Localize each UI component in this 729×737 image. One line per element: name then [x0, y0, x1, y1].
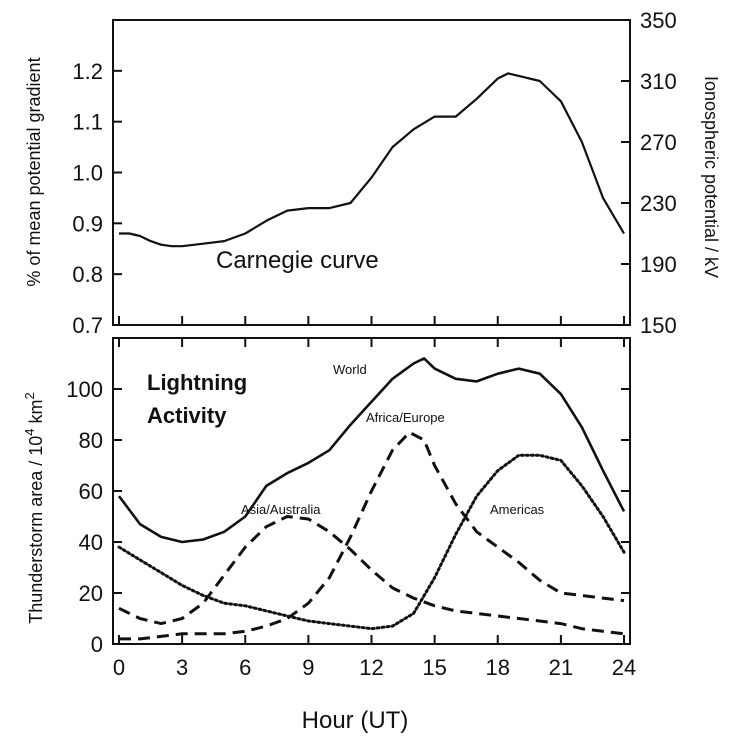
top-ticks: 0.7 0.8 0.9 1.0 1.1 1.2 150 190 230 270 310 350: [72, 8, 676, 338]
top-right-ytick-label: 350: [640, 8, 677, 33]
americas-series-label: Americas: [490, 502, 545, 517]
africa-europe-line: [119, 430, 625, 641]
bottom-xtick-label: 9: [302, 655, 314, 680]
bottom-xtick-label: 15: [422, 655, 446, 680]
lightning-label: Lightning: [147, 370, 247, 395]
world-line: [117, 357, 626, 544]
bottom-xtick-label: 3: [176, 655, 188, 680]
bottom-ticks: 0 20 40 60 80 100 0 3 6 9 12 15 18 21 24: [66, 338, 636, 680]
bottom-ytick-label: 60: [79, 479, 103, 504]
bottom-xtick-label: 0: [113, 655, 125, 680]
americas-line: [117, 453, 626, 631]
bottom-y-axis-title-sup: 4: [22, 428, 37, 435]
bottom-xtick-label: 12: [359, 655, 383, 680]
bottom-y-axis-title-main: Thunderstorm area / 10: [26, 436, 46, 624]
top-left-ytick-label: 0.9: [72, 211, 103, 236]
top-right-ytick-label: 190: [640, 252, 677, 277]
asia-australia-series-label: Asia/Australia: [241, 502, 321, 517]
bottom-ytick-label: 40: [79, 530, 103, 555]
top-series-group: [119, 72, 625, 248]
africa-europe-series-label: Africa/Europe: [366, 410, 445, 425]
top-right-ytick-label: 230: [640, 191, 677, 216]
top-right-ytick-label: 150: [640, 313, 677, 338]
world-series-label: World: [333, 362, 367, 377]
activity-label: Activity: [147, 403, 227, 428]
bottom-y-axis-title-sup2: 2: [22, 392, 37, 399]
top-plot-frame: [112, 19, 631, 326]
top-right-ytick-label: 310: [640, 69, 677, 94]
top-panel: 0.7 0.8 0.9 1.0 1.1 1.2 150 190 230 270 310 350 Car…: [24, 8, 721, 338]
bottom-xtick-label: 21: [549, 655, 573, 680]
top-left-ytick-label: 0.8: [72, 262, 103, 287]
bottom-y-axis-title-tail: km: [26, 399, 46, 428]
top-left-axis-title: % of mean potential gradient: [24, 57, 44, 286]
top-left-ytick-label: 1.1: [72, 110, 103, 135]
bottom-ytick-label: 100: [66, 377, 103, 402]
x-axis-title: Hour (UT): [302, 707, 409, 734]
carnegie-curve-label: Carnegie curve: [216, 247, 379, 274]
top-left-ytick-label: 0.7: [72, 313, 103, 338]
bottom-ytick-label: 0: [91, 632, 103, 657]
bottom-xtick-label: 18: [486, 655, 510, 680]
top-left-ytick-label: 1.2: [72, 59, 103, 84]
asia-australia-line: [118, 515, 625, 636]
top-right-axis-title: Ionospheric potential / kV: [701, 76, 721, 278]
bottom-y-axis-title: Thunderstorm area / 104 km2: [22, 392, 46, 624]
top-left-ytick-label: 1.0: [72, 161, 103, 186]
carnegie-curve-line: [119, 72, 625, 248]
top-right-ytick-label: 270: [640, 130, 677, 155]
bottom-xtick-label: 6: [239, 655, 251, 680]
bottom-ytick-label: 20: [79, 581, 103, 606]
bottom-ytick-label: 80: [79, 428, 103, 453]
bottom-xtick-label: 24: [612, 655, 636, 680]
bottom-series-group: [117, 357, 626, 641]
